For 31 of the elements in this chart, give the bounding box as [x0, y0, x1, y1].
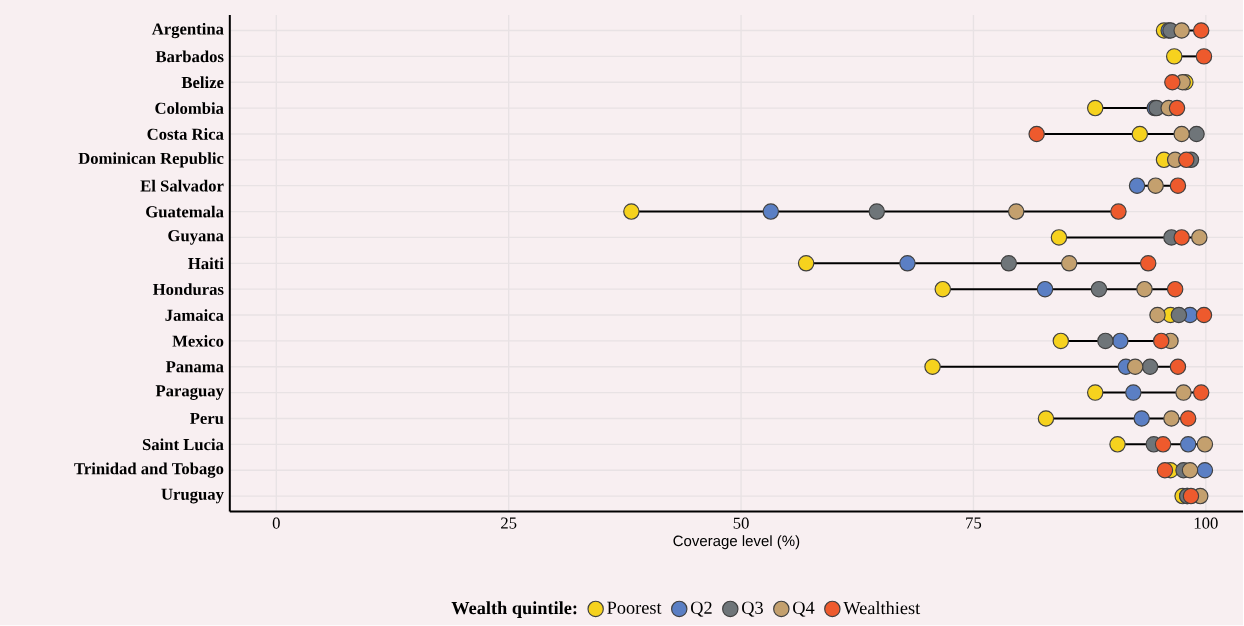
y-tick-label: Paraguay: [155, 385, 224, 401]
y-tick-label: Uruguay: [161, 489, 224, 504]
x-tick-label: 75: [966, 517, 982, 529]
y-tick-label: Honduras: [152, 283, 224, 296]
y-tick-label: Guyana: [168, 230, 224, 245]
x-tick-label: 100: [1194, 517, 1218, 529]
x-tick-label: 0: [272, 517, 280, 529]
legend-label: Q4: [793, 601, 815, 617]
y-tick-label: Trinidad and Tobago: [74, 462, 224, 479]
y-tick-label: Barbados: [155, 50, 224, 63]
y-tick-label: Saint Lucia: [142, 438, 224, 451]
y-tick-label: El Salvador: [140, 180, 224, 192]
legend-label: Q3: [742, 601, 763, 617]
y-tick-label: Colombia: [155, 102, 224, 115]
y-tick-label: Guatemala: [146, 205, 224, 218]
y-tick-label: Costa Rica: [147, 128, 224, 141]
x-tick-label: 50: [733, 517, 749, 529]
y-tick-label: Haiti: [188, 257, 224, 270]
x-tick-label: 25: [501, 517, 517, 529]
legend-label: Q2: [691, 601, 712, 617]
legend-label: Wealthiest: [843, 601, 921, 615]
y-tick-label: Argentina: [151, 23, 224, 39]
y-tick-label: Panama: [165, 361, 224, 373]
y-tick-label: Dominican Republic: [78, 152, 224, 168]
legend-title: Wealth quintile:: [451, 601, 577, 619]
legend-label: Poorest: [607, 601, 662, 615]
x-axis-title: Coverage level (%): [673, 535, 800, 550]
y-tick-label: Jamaica: [165, 309, 224, 322]
y-tick-label: Peru: [190, 413, 224, 425]
y-tick-label: Mexico: [172, 335, 224, 347]
y-tick-label: Belize: [181, 76, 224, 89]
